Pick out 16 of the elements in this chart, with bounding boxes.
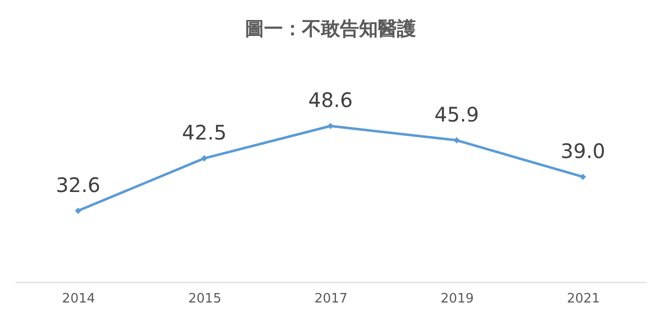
- point: [454, 137, 460, 144]
- x-tick-label: 2015: [188, 292, 222, 306]
- point: [74, 208, 82, 214]
- data-label: 45.9: [434, 102, 479, 126]
- data-label: 48.6: [308, 88, 353, 112]
- point: [580, 174, 586, 180]
- data-label: 39.0: [560, 138, 606, 163]
- point: [201, 155, 208, 162]
- x-tick-label: 2021: [566, 292, 600, 306]
- data-label: 32.6: [56, 172, 100, 197]
- x-tick-label: 2017: [314, 292, 348, 306]
- point: [327, 122, 334, 130]
- x-tick-label: 2014: [62, 292, 96, 306]
- chart-title: 圖一：不敢告知醫護: [245, 18, 416, 40]
- x-tick-label: 2019: [440, 292, 474, 306]
- data-label: 42.5: [182, 120, 227, 144]
